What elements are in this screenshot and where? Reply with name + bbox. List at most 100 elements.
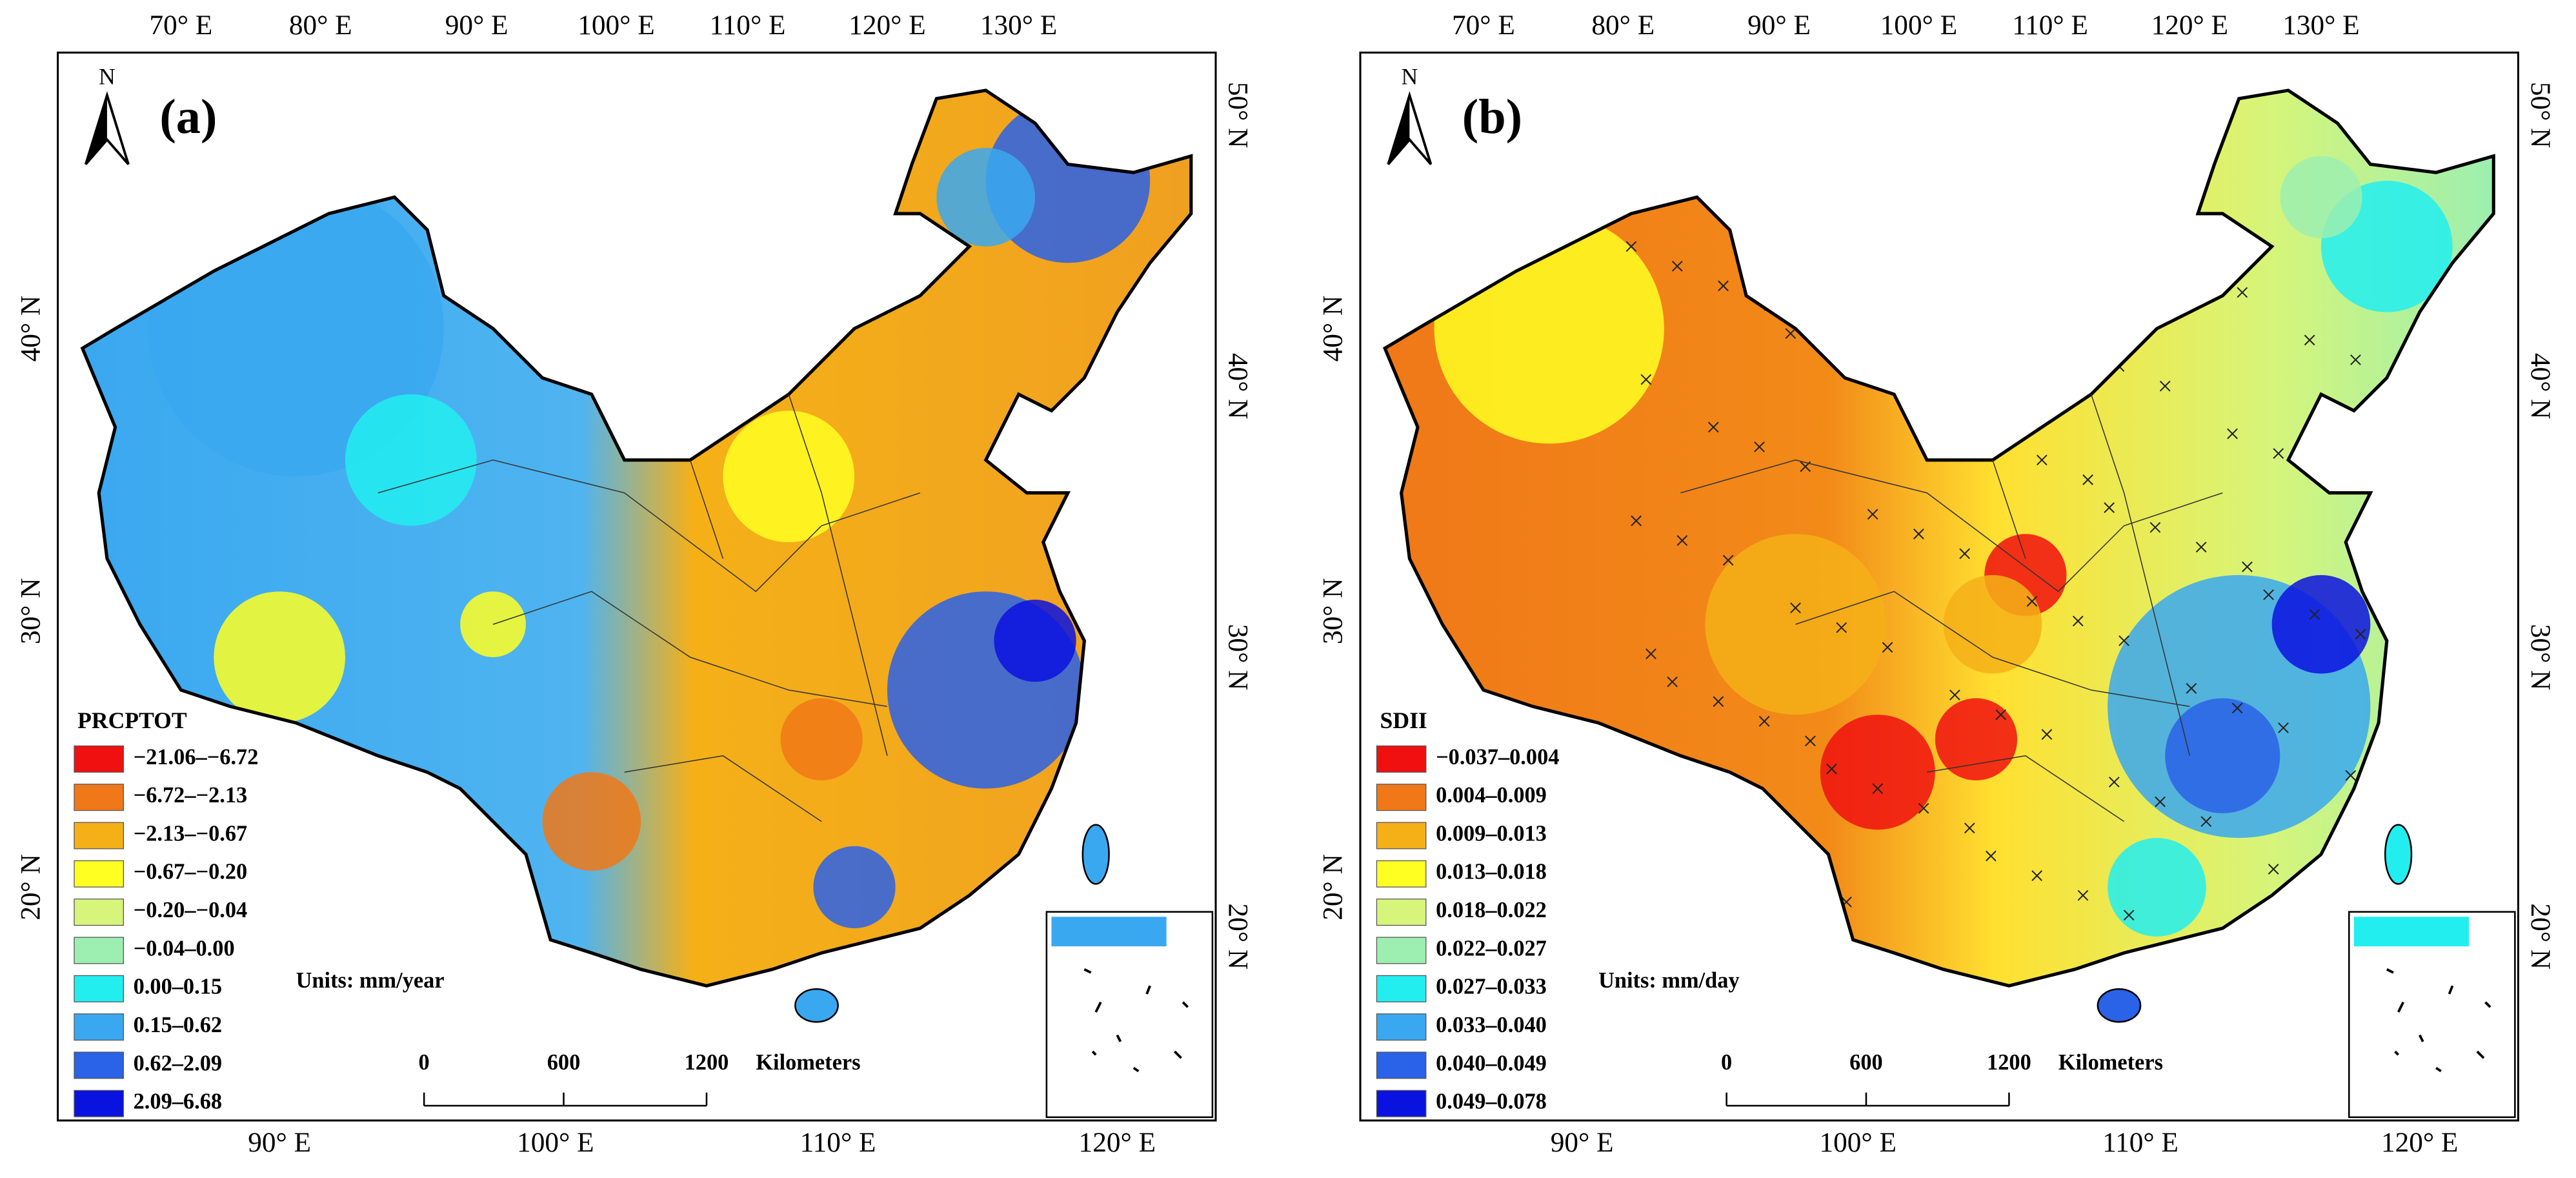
lon-tick-label: 110° E [2102,1127,2179,1158]
legend-label: −6.72–−2.13 [134,783,248,807]
scale-label: 1200 [685,1050,729,1075]
station-mark [2082,474,2093,485]
lon-tick-label: 80° E [289,10,352,41]
station-mark [1754,441,1765,452]
station-mark [2186,683,2197,694]
field-patch [723,411,855,542]
legend-label: 0.018–0.022 [1436,898,1547,922]
legend-swatch [1376,975,1427,1002]
legend-label: 0.040–0.049 [1436,1051,1547,1075]
legend-label: 0.62–2.09 [134,1051,222,1075]
station-mark [1867,509,1878,520]
station-mark [1872,783,1884,795]
lon-tick-label: 120° E [849,10,925,41]
inset-islands [2386,968,2491,1073]
station-mark [1964,822,1975,834]
north-label: N [1401,63,1418,89]
north-arrow-half [1388,95,1410,165]
lon-tick-label: 110° E [710,10,786,41]
country-border [1382,88,2495,988]
lon-tick-label: 100° E [1820,1127,1897,1158]
scale-label: 600 [1849,1050,1883,1075]
station-mark [2026,596,2038,607]
lon-tick-label: 70° E [150,10,213,41]
station-mark [2195,542,2207,553]
scale-bar [1726,1092,2010,1107]
units: Units: mm/year [296,968,445,993]
station-mark [2231,702,2243,714]
legend-label: 0.15–0.62 [134,1013,222,1037]
legend-label: −0.04–0.00 [134,936,235,960]
legend-label: 0.033–0.040 [1436,1013,1547,1037]
lat-tick-label: 40° N [15,296,46,362]
lat-tick-label: 30° N [1318,578,1349,645]
station-mark [2108,777,2120,787]
hainan [794,988,839,1023]
legend-swatch [1376,1090,1427,1117]
station-mark [1631,515,1642,527]
lon-tick-label: 90° E [1551,1127,1614,1158]
province-lines [377,394,921,822]
lon-tick-label: 100° E [578,10,654,41]
legend-swatch [1376,860,1427,888]
field-patch [1705,534,1886,715]
legend-label: 0.004–0.009 [1436,783,1547,807]
lon-tick-label: 100° E [1880,10,1957,41]
field-patch [994,600,1076,682]
station-mark [2123,909,2135,921]
hainan [2097,988,2142,1023]
field-patch [1943,574,2042,674]
taiwan [2384,824,2413,885]
station-mark [1949,689,1960,701]
lat-tick-label: 40° N [2525,353,2556,420]
country-border [80,88,1193,988]
station-mark [1959,548,1971,560]
field-patch [2108,838,2206,937]
station-mark [1913,528,1924,540]
station-mark [2242,561,2253,573]
station-mark [2077,889,2089,901]
legend-label: 2.09–6.68 [134,1090,222,1114]
lon-tick-label: 130° E [2282,10,2359,41]
lat-tick-label: 40° N [1318,296,1349,362]
station-mark [2200,816,2212,828]
field [1434,156,2453,937]
station-mark [1826,763,1837,775]
lon-tick-label: 100° E [517,1127,594,1158]
station-mark [2355,629,2366,640]
lon-tick-label: 90° E [1747,10,1811,41]
lon-tick-label: 90° E [445,10,508,41]
legend-title: SDII [1380,707,1427,733]
station-mark [2041,729,2053,740]
legend-swatch [1376,1013,1427,1041]
station-mark [2155,796,2166,807]
lat-tick-label: 40° N [1223,353,1254,420]
lat-tick-label: 30° N [2525,624,2556,691]
station-mark [2118,635,2129,647]
lon-tick-label: 130° E [980,10,1057,41]
lon-tick-label: 70° E [1452,10,1515,41]
field-patch [2271,574,2371,674]
field-patch [780,698,863,781]
station-mark [2237,287,2248,298]
field-patch [214,591,345,723]
station-mark [2350,354,2361,365]
station-mark [1722,554,1734,566]
legend-label: 0.013–0.018 [1436,860,1547,884]
inset-islands [1083,968,1189,1073]
scale-label: 1200 [1987,1050,2031,1075]
lat-tick-label: 20° N [15,854,46,920]
field [148,98,1151,929]
legend-swatch [1376,899,1427,926]
scale-label: 600 [547,1050,581,1075]
station-mark [1790,602,1801,614]
legend-swatch [74,1013,124,1041]
map-panel: N (a) 70° E 80° E 90° E 100° E 110° E 120° E 130… [15,10,1253,1158]
lon-tick-label: 90° E [248,1127,311,1158]
inset-land [2353,917,2470,947]
station-mark [1805,735,1816,747]
legend-swatch [74,860,124,888]
lat-tick-label: 20° N [1318,854,1349,920]
legend-title: PRCPTOT [77,707,187,733]
